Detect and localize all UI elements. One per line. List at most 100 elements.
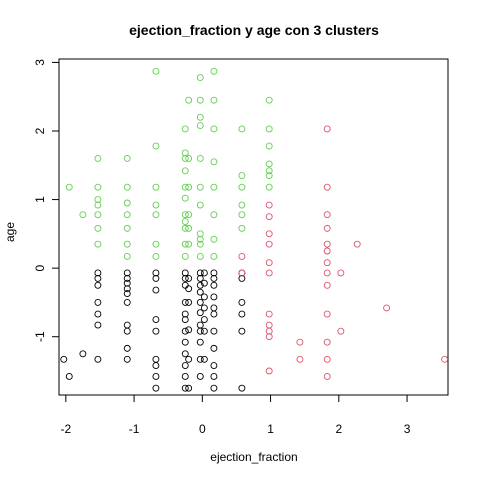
cluster-1-point	[200, 316, 208, 324]
cluster-3-point	[265, 183, 273, 191]
cluster-3-point	[123, 211, 131, 219]
cluster-1-point	[60, 355, 68, 363]
cluster-1-point	[196, 298, 204, 306]
cluster-1-point	[152, 269, 160, 277]
cluster-3-point	[238, 211, 246, 219]
cluster-1-point	[123, 327, 131, 335]
cluster-3-point	[181, 183, 189, 191]
y-axis-label: age	[3, 222, 17, 242]
cluster-3-point	[181, 240, 189, 248]
x-tick-label: 3	[404, 422, 411, 436]
cluster-1-point	[152, 355, 160, 363]
cluster-1-point	[94, 321, 102, 329]
cluster-1-point	[185, 298, 193, 306]
cluster-3-point	[94, 224, 102, 232]
cluster-3-point	[181, 224, 189, 232]
cluster-1-point	[181, 362, 189, 369]
cluster-1-point	[210, 362, 218, 369]
cluster-3-point	[152, 253, 160, 260]
cluster-1-point	[196, 274, 204, 282]
cluster-1-point	[123, 298, 131, 306]
cluster-3-point	[181, 218, 189, 225]
cluster-1-point	[152, 274, 160, 282]
cluster-1-point	[94, 298, 102, 306]
cluster-1-point	[196, 269, 204, 277]
cluster-2-point	[383, 304, 391, 312]
cluster-3-point	[94, 240, 102, 248]
cluster-1-point	[196, 288, 204, 296]
cluster-2-point	[323, 247, 331, 255]
cluster-3-point	[196, 201, 204, 209]
cluster-2-point	[323, 310, 331, 318]
cluster-1-point	[94, 355, 102, 363]
x-tick-label: 2	[335, 422, 342, 436]
cluster-3-point	[123, 199, 131, 207]
x-tick-label: 1	[267, 422, 274, 436]
cluster-1-point	[123, 285, 131, 293]
cluster-2-point	[265, 367, 273, 375]
cluster-1-point	[181, 269, 189, 277]
cluster-3-point	[210, 183, 218, 191]
cluster-3-point	[123, 224, 131, 232]
cluster-1-point	[200, 269, 208, 277]
cluster-2-point	[238, 269, 246, 277]
cluster-2-point	[265, 201, 273, 209]
cluster-1-point	[123, 274, 131, 282]
chart-title: ejection_fraction y age con 3 clusters	[129, 22, 379, 38]
cluster-3-point	[181, 167, 189, 175]
cluster-3-point	[152, 67, 160, 75]
cluster-2-point	[296, 338, 304, 346]
cluster-2-point	[323, 183, 331, 191]
cluster-1-point	[185, 384, 193, 392]
cluster-2-point	[323, 211, 331, 219]
cluster-3-point	[265, 167, 273, 175]
cluster-3-point	[265, 160, 273, 168]
cluster-1-point	[210, 304, 218, 312]
cluster-1-point	[181, 384, 189, 392]
cluster-3-point	[94, 196, 102, 204]
cluster-2-point	[441, 355, 449, 363]
cluster-1-point	[181, 373, 189, 380]
cluster-2-point	[337, 327, 345, 335]
cluster-2-point	[265, 327, 273, 335]
cluster-2-point	[265, 321, 273, 329]
cluster-3-point	[196, 154, 204, 162]
cluster-1-point	[210, 293, 218, 301]
cluster-1-point	[196, 338, 204, 346]
cluster-3-point	[238, 125, 246, 133]
cluster-1-point	[185, 285, 193, 293]
cluster-1-point	[196, 327, 204, 335]
cluster-1-point	[181, 281, 189, 289]
cluster-2-point	[323, 224, 331, 232]
x-tick-label: -1	[129, 422, 140, 436]
cluster-1-point	[123, 344, 131, 352]
cluster-1-point	[185, 355, 193, 363]
cluster-2-point	[323, 373, 331, 380]
cluster-2-point	[265, 213, 273, 221]
cluster-1-point	[123, 321, 131, 329]
cluster-3-point	[123, 240, 131, 248]
cluster-1-point	[210, 310, 218, 318]
cluster-1-point	[152, 286, 160, 294]
cluster-1-point	[200, 279, 208, 287]
cluster-3-point	[210, 253, 218, 260]
cluster-3-point	[265, 96, 273, 104]
cluster-1-point	[238, 384, 246, 392]
cluster-1-point	[238, 310, 246, 318]
cluster-1-point	[200, 293, 208, 301]
y-tick-label: 3	[33, 59, 47, 66]
cluster-3-point	[152, 142, 160, 150]
cluster-1-point	[94, 310, 102, 318]
cluster-3-point	[185, 224, 193, 232]
cluster-1-point	[152, 362, 160, 369]
cluster-3-point	[152, 240, 160, 248]
y-tick-label: 2	[33, 127, 47, 134]
cluster-3-point	[152, 183, 160, 191]
cluster-1-point	[200, 304, 208, 312]
cluster-3-point	[196, 240, 204, 248]
x-axis: -2 -1 0 1 2 3	[60, 394, 411, 436]
cluster-1-point	[181, 350, 189, 358]
cluster-1-point	[152, 316, 160, 324]
cluster-3-point	[123, 183, 131, 191]
